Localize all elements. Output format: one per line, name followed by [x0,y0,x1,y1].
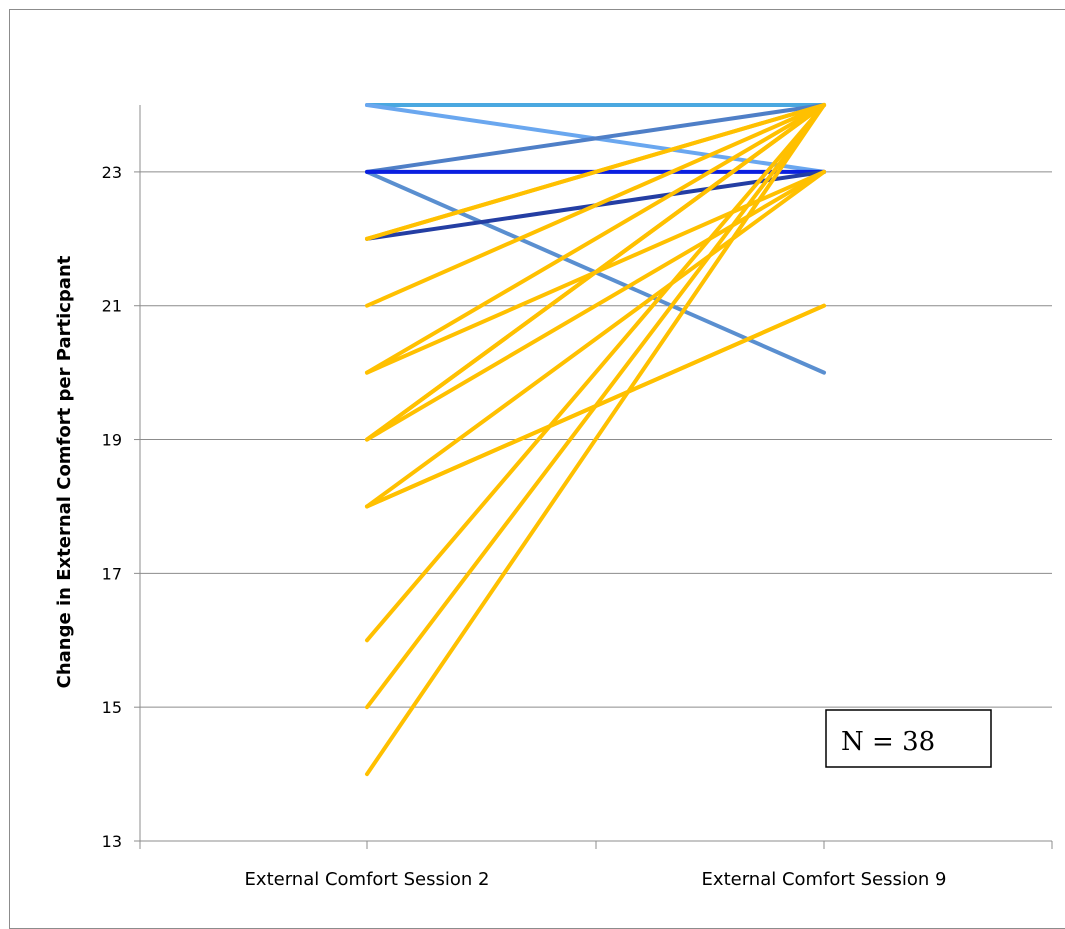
y-axis-title: Change in External Comfort per Particpan… [54,255,75,688]
series-line [365,103,826,777]
y-tick-label: 23 [102,163,122,182]
series-lines [365,103,826,777]
annotation-box: N = 38 [825,709,992,768]
y-tick-label: 19 [102,431,122,450]
chart-frame [9,9,1065,929]
series-line [365,103,826,308]
y-tick-label: 13 [102,832,122,851]
axis-labels: 13 15 17 19 21 23 External Comfort Session 2 Ex… [102,163,947,890]
y-tick-label: 15 [102,698,122,717]
axes [134,105,1053,849]
series-line [365,169,826,509]
y-tick-label: 17 [102,564,122,583]
series-line [365,103,826,375]
annotation-frame [825,709,992,768]
y-tick-label: 21 [102,297,122,316]
series-line [365,103,826,174]
series-line [365,103,826,710]
series-line [365,103,826,442]
x-category-label: External Comfort Session 2 [245,869,490,890]
series-line [365,103,826,643]
annotation-text: N = 38 [841,727,935,757]
series-line [365,103,826,241]
x-category-label: External Comfort Session 9 [702,869,947,890]
